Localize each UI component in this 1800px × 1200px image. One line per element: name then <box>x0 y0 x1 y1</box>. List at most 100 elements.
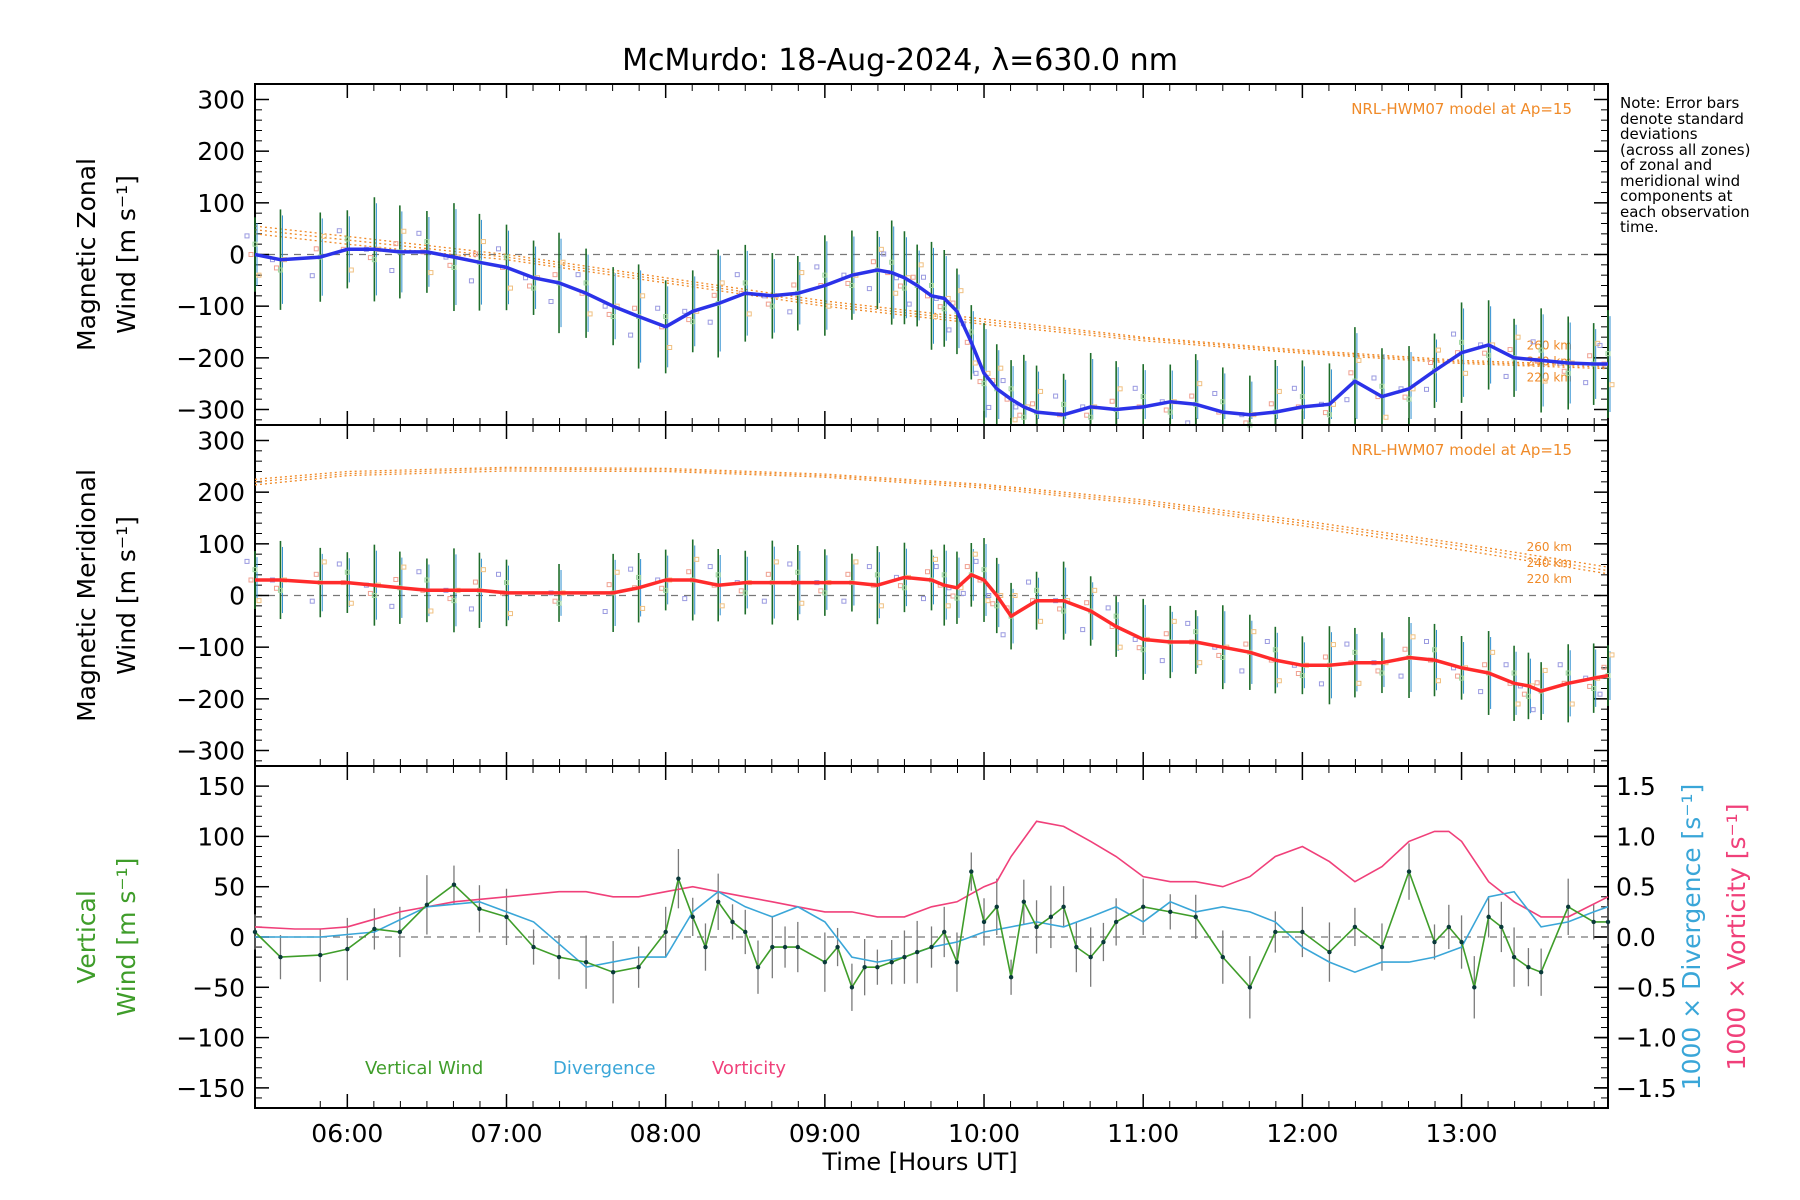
zone-sample-marker <box>694 556 700 562</box>
zone-sample-marker <box>742 590 748 596</box>
zone-sample-marker <box>960 590 966 596</box>
y-tick-label: −50 <box>192 973 245 1002</box>
zone-sample-marker <box>964 339 970 345</box>
zone-sample-marker <box>734 272 740 278</box>
zone-sample-marker <box>1295 671 1301 677</box>
zone-sample-marker <box>765 301 771 307</box>
zone-sample-marker <box>1159 658 1165 664</box>
zone-sample-marker <box>416 230 422 236</box>
model-label: NRL-HWM07 model at Ap=15 <box>1351 441 1572 459</box>
vertical-wind-point <box>889 959 894 965</box>
zone-sample-marker <box>1291 385 1297 391</box>
zone-sample-marker <box>1569 701 1575 707</box>
x-tick-label: 12:00 <box>1266 1119 1338 1148</box>
vertical-wind-point <box>1591 919 1596 925</box>
zone-sample-marker <box>799 270 805 276</box>
legend-vorticity: Vorticity <box>712 1058 786 1079</box>
zone-sample-marker <box>575 272 581 278</box>
zone-sample-marker <box>451 264 457 270</box>
zone-sample-marker <box>1503 373 1509 379</box>
y-axis-label-line1: Magnetic Zonal <box>72 158 101 351</box>
note-line: time. <box>1620 218 1659 236</box>
vertical-wind-point <box>703 944 708 950</box>
vertical-wind-point <box>1499 924 1504 930</box>
vertical-wind-point <box>755 964 761 970</box>
vertical-wind-point <box>862 964 867 970</box>
zone-sample-marker <box>1534 680 1540 686</box>
zone-sample-marker <box>1109 398 1115 404</box>
zone-sample-marker <box>348 600 354 606</box>
zone-sample-marker <box>1410 634 1416 640</box>
y-axis-label-line1: Vertical <box>72 890 101 984</box>
model-curve-alt_240 <box>254 468 1609 572</box>
vertical-wind-point <box>531 944 536 950</box>
zone-sample-marker <box>244 233 250 239</box>
zone-sample-marker <box>711 292 717 298</box>
zone-sample-marker <box>715 572 721 578</box>
vertical-wind-point <box>849 985 855 990</box>
y-tick-label: 100 <box>197 822 245 851</box>
zone-sample-marker <box>1507 347 1513 353</box>
vertical-wind-point <box>1472 985 1477 990</box>
zone-sample-marker <box>1185 620 1191 626</box>
vertical-wind-point <box>875 964 880 970</box>
zone-sample-marker <box>1435 678 1441 684</box>
vertical-wind-point <box>1446 924 1452 930</box>
zone-sample-marker <box>986 404 992 410</box>
zone-sample-marker <box>503 254 509 260</box>
legend-divergence: Divergence <box>553 1058 656 1079</box>
vertical-wind-point <box>477 906 482 912</box>
zone-sample-marker <box>707 319 713 325</box>
zone-sample-marker <box>799 600 805 606</box>
zone-sample-marker <box>371 257 377 263</box>
note-line: denote standard <box>1620 109 1744 128</box>
zone-sample-marker <box>1268 401 1274 407</box>
zone-sample-marker <box>964 564 970 570</box>
panel-zonal: 300 200 100 0 −100 −200 −300 Magnetic Zonal Wind… <box>72 83 1615 428</box>
y-tick-label: −100 <box>176 292 245 321</box>
zone-sample-marker <box>480 567 486 573</box>
zone-sample-marker <box>1530 339 1536 345</box>
zone-sample-marker <box>256 598 262 604</box>
zone-sample-marker <box>401 564 407 570</box>
vertical-wind-point <box>782 944 788 950</box>
zone-sample-marker <box>1080 627 1086 633</box>
zone-sample-marker <box>973 370 979 376</box>
legend-vertical-wind: Vertical Wind <box>365 1058 483 1079</box>
zone-sample-marker <box>1557 662 1563 668</box>
zone-sample-marker <box>344 569 350 575</box>
zone-sample-marker <box>1383 414 1389 420</box>
vertical-wind-point <box>730 919 735 925</box>
y-tick-label: 100 <box>197 530 245 559</box>
vertical-wind-point <box>583 959 589 965</box>
zone-sample-marker <box>1030 401 1036 407</box>
zone-sample-marker <box>889 259 895 265</box>
zone-sample-marker <box>1402 646 1408 652</box>
zone-sample-marker <box>527 283 533 289</box>
vertical-wind-point <box>981 919 987 925</box>
zone-sample-marker <box>686 569 692 575</box>
zone-sample-marker <box>1038 618 1044 624</box>
zone-sample-marker <box>1587 683 1593 689</box>
zone-sample-marker <box>707 564 713 570</box>
y2-tick-label: 0.0 <box>1616 923 1656 952</box>
zone-sample-marker <box>560 259 566 265</box>
note-line: meridional wind <box>1620 171 1741 190</box>
y-axis-label-line2: Wind [m s⁻¹] <box>112 516 141 675</box>
zone-sample-marker <box>845 571 851 577</box>
vertical-wind-point <box>1074 944 1079 950</box>
zone-sample-marker <box>428 608 434 614</box>
error-bar-note: Note: Error bars denote standard deviation… <box>1620 95 1790 236</box>
zone-sample-marker <box>950 593 956 599</box>
zone-sample-marker <box>1318 681 1324 687</box>
zone-sample-marker <box>1605 351 1611 357</box>
zone-sample-marker <box>371 593 377 598</box>
vertical-wind-point <box>743 929 748 935</box>
vertical-wind-point <box>1511 954 1517 960</box>
zone-sample-marker <box>1017 412 1023 418</box>
zone-sample-marker <box>901 285 907 291</box>
zone-sample-marker <box>1344 641 1350 647</box>
zone-sample-marker <box>1013 404 1019 410</box>
zone-sample-marker <box>787 309 793 315</box>
zone-sample-marker <box>321 559 327 565</box>
